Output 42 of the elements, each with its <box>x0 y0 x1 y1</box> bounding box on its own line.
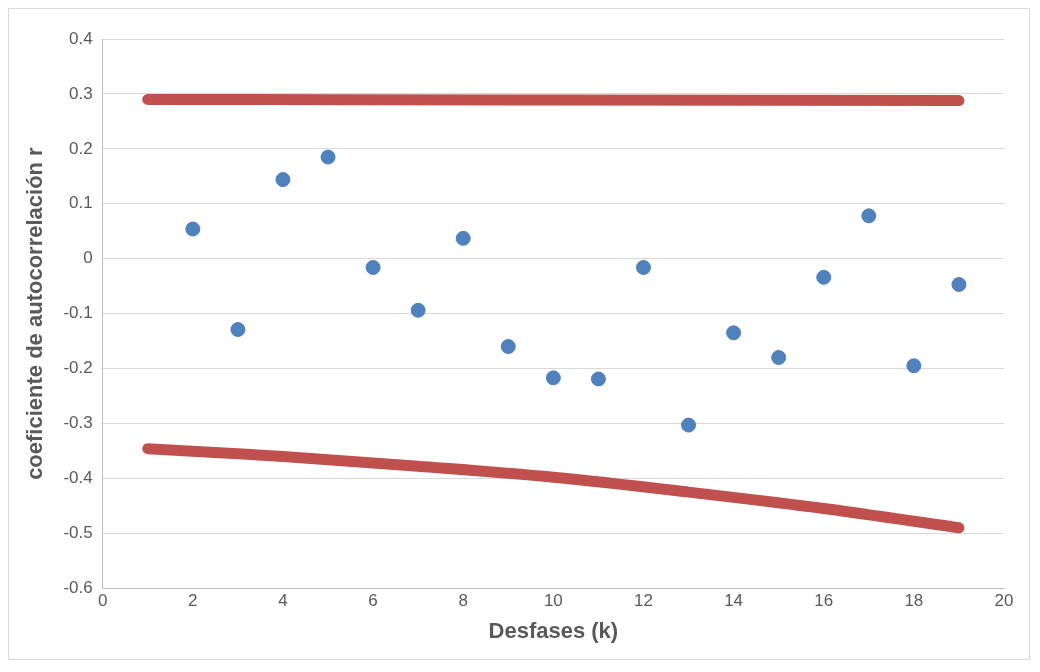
y-tick-label: -0.5 <box>63 522 93 542</box>
x-axis-title: Desfases (k) <box>488 617 619 643</box>
y-tick-label: -0.2 <box>63 358 93 378</box>
y-tick-label: -0.1 <box>63 303 93 323</box>
point <box>500 339 516 355</box>
y-axis-title: coeficiente de autocorrelación r <box>22 146 48 480</box>
x-tick-label: 6 <box>368 591 378 611</box>
y-tick-label: 0.2 <box>69 138 93 158</box>
y-tick-label: 0 <box>83 248 93 268</box>
point <box>771 350 787 366</box>
y-tick-label: 0.4 <box>69 28 93 48</box>
point <box>861 208 877 224</box>
x-tick-label: 16 <box>814 591 834 611</box>
point <box>590 371 606 387</box>
point <box>320 149 336 165</box>
point <box>545 370 561 386</box>
y-tick-label: 0.1 <box>69 193 93 213</box>
point <box>455 230 471 246</box>
point <box>230 322 246 338</box>
point <box>365 259 381 275</box>
x-tick-label: 2 <box>188 591 198 611</box>
point <box>681 417 697 433</box>
x-tick-label: 18 <box>904 591 924 611</box>
point <box>816 269 832 285</box>
x-tick-label: 14 <box>724 591 744 611</box>
point <box>951 276 967 292</box>
point <box>275 172 291 188</box>
point <box>410 302 426 318</box>
point <box>906 358 922 374</box>
point <box>726 325 742 341</box>
y-tick-label: -0.6 <box>63 577 93 597</box>
x-tick-label: 0 <box>97 591 108 611</box>
x-tick-label: 8 <box>458 591 468 611</box>
x-tick-label: 10 <box>543 591 563 611</box>
x-tick-label: 4 <box>278 591 288 611</box>
y-tick-label: -0.3 <box>63 413 93 433</box>
y-tick-label: 0.3 <box>69 83 93 103</box>
y-tick-label: -0.4 <box>63 468 93 488</box>
x-tick-label: 12 <box>634 591 653 611</box>
point <box>635 259 651 275</box>
x-tick-label: 20 <box>994 591 1014 611</box>
point <box>185 221 201 237</box>
